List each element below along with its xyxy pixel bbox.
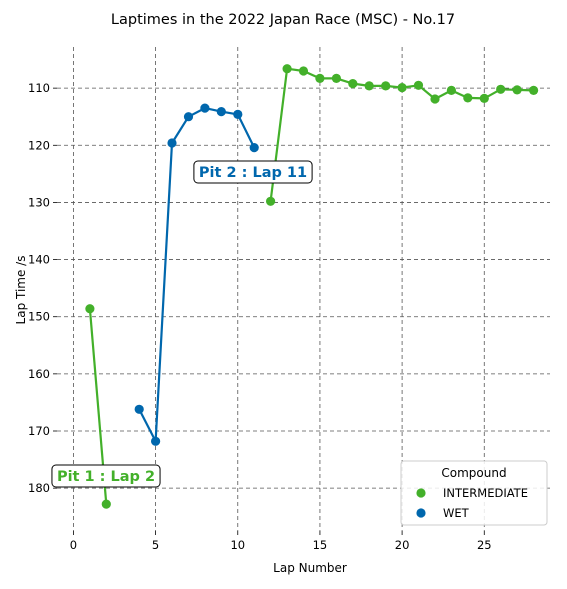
- legend-item-wet: WET: [416, 506, 470, 520]
- x-axis: 0 5 10 15 20 25: [70, 531, 492, 552]
- x-tick-label: 15: [313, 538, 328, 552]
- x-tick-label: 0: [70, 538, 77, 552]
- legend-marker: [416, 488, 426, 498]
- data-point: [348, 79, 358, 89]
- data-point: [331, 73, 341, 83]
- annotation-box: [51, 464, 161, 488]
- annotation-text: Pit 2 : Lap 11: [199, 165, 307, 181]
- annotation-layer: Pit 1 : Lap 2 Pit 2 : Lap 11: [51, 160, 313, 488]
- x-tick-label: 10: [230, 538, 245, 552]
- pit-annotation: Pit 2 : Lap 11: [193, 160, 313, 184]
- data-point: [446, 85, 456, 95]
- y-axis-label: Lap Time /s: [14, 256, 28, 325]
- grid: [57, 47, 550, 531]
- series-layer: [85, 64, 539, 509]
- data-point: [397, 83, 407, 93]
- y-axis: 110 120 130 140 150 160 170 180: [28, 81, 57, 495]
- y-tick-label: 110: [28, 81, 50, 95]
- x-axis-label: Lap Number: [273, 561, 347, 575]
- pit-annotation: Pit 1 : Lap 2: [51, 464, 161, 488]
- data-point: [233, 109, 243, 119]
- data-point: [529, 85, 539, 95]
- y-tick-label: 150: [28, 310, 50, 324]
- data-point: [315, 73, 325, 83]
- series-wet: [134, 103, 259, 446]
- legend-label: INTERMEDIATE: [443, 486, 528, 500]
- data-point: [364, 81, 374, 91]
- annotation-box: [193, 160, 313, 184]
- data-point: [298, 66, 309, 76]
- annotation-text: Pit 1 : Lap 2: [57, 469, 155, 485]
- legend-marker: [416, 508, 426, 518]
- x-tick-label: 20: [395, 538, 410, 552]
- legend-box: [400, 460, 548, 526]
- data-point: [381, 81, 391, 91]
- data-point: [200, 103, 210, 113]
- data-point: [282, 64, 292, 74]
- legend-item-intermediate: INTERMEDIATE: [416, 486, 528, 500]
- data-point: [413, 80, 424, 90]
- data-point: [266, 196, 276, 206]
- legend-title: Compound: [441, 466, 506, 480]
- chart-title: Laptimes in the 2022 Japan Race (MSC) - …: [111, 12, 455, 28]
- data-point: [216, 107, 226, 117]
- y-tick-label: 180: [28, 481, 50, 495]
- x-tick-label: 5: [152, 538, 159, 552]
- y-tick-label: 170: [28, 424, 50, 438]
- series-line: [138, 106, 256, 443]
- y-tick-label: 140: [28, 253, 50, 267]
- y-tick-label: 130: [28, 195, 50, 209]
- legend: Compound INTERMEDIATE WET: [400, 460, 548, 526]
- data-point: [101, 499, 111, 509]
- y-tick-label: 160: [28, 367, 50, 381]
- data-point: [496, 84, 506, 94]
- data-point: [512, 85, 522, 95]
- data-point: [479, 93, 489, 103]
- data-point: [430, 94, 440, 104]
- y-tick-label: 120: [28, 138, 50, 152]
- data-point: [85, 304, 95, 314]
- data-point: [463, 93, 473, 103]
- data-point: [134, 404, 144, 414]
- data-point: [167, 138, 177, 148]
- x-tick-label: 25: [477, 538, 492, 552]
- data-point: [183, 112, 194, 122]
- data-point: [151, 436, 161, 446]
- data-point: [249, 143, 259, 153]
- legend-label: WET: [443, 506, 470, 520]
